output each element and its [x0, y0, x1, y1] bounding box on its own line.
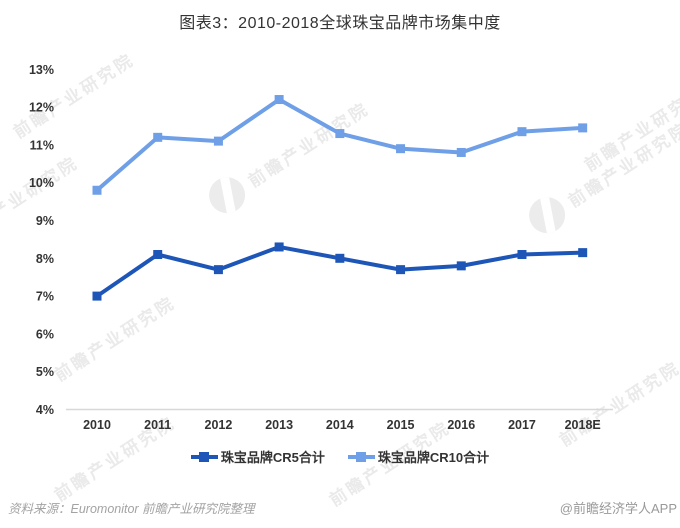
y-tick-label: 11% — [30, 138, 54, 152]
data-point — [213, 136, 223, 146]
y-tick-label: 7% — [36, 290, 54, 304]
x-tick-label: 2018E — [565, 418, 601, 432]
data-point — [213, 265, 223, 275]
credit-text: @前瞻经济学人APP — [559, 501, 677, 516]
data-point — [456, 147, 466, 157]
y-tick-label: 13% — [29, 63, 54, 77]
data-point — [335, 253, 345, 263]
x-tick-label: 2016 — [447, 418, 475, 432]
data-point — [517, 127, 527, 137]
x-tick-label: 2012 — [205, 418, 233, 432]
chart-title: 图表3：2010-2018全球珠宝品牌市场集中度 — [179, 15, 501, 32]
data-point — [92, 291, 102, 301]
legend-item-cr10: 珠宝品牌CR10合计 — [347, 447, 490, 466]
y-tick-label: 4% — [36, 403, 54, 417]
data-point — [92, 185, 102, 195]
x-tick-label: 2013 — [265, 418, 293, 432]
legend-marker-cr5-icon — [190, 451, 218, 462]
data-point — [153, 250, 163, 260]
data-point — [335, 129, 345, 139]
y-tick-label: 10% — [29, 176, 54, 190]
legend-marker-cr10-icon — [347, 451, 375, 462]
y-tick-label: 6% — [36, 327, 54, 341]
x-tick-label: 2014 — [326, 418, 354, 432]
data-point — [153, 132, 163, 142]
data-point — [274, 95, 284, 105]
data-point — [396, 144, 406, 154]
data-point — [578, 248, 588, 258]
series-line-1 — [95, 97, 583, 192]
y-tick-label: 9% — [36, 214, 54, 228]
data-point — [274, 242, 284, 252]
y-tick-label: 5% — [36, 365, 54, 379]
data-point — [578, 123, 588, 133]
y-tick-label: 8% — [36, 252, 54, 266]
x-tick-label: 2015 — [387, 418, 415, 432]
y-tick-label: 12% — [29, 101, 54, 115]
chart-legend: 珠宝品牌CR5合计 珠宝品牌CR10合计 — [0, 447, 680, 466]
x-tick-label: 2011 — [144, 418, 171, 432]
data-point — [456, 261, 466, 271]
line-chart-svg: 4% 5% 6% 7% 8% 9% 10% 11% 12% 13% 2010 2011 2012 2013… — [29, 63, 613, 432]
x-tick-label: 2010 — [83, 418, 111, 432]
legend-item-cr5: 珠宝品牌CR5合计 — [190, 447, 325, 466]
data-point — [517, 250, 527, 260]
x-tick-label: 2017 — [508, 418, 536, 432]
legend-label-cr10: 珠宝品牌CR10合计 — [377, 450, 490, 465]
data-point — [396, 265, 406, 275]
legend-label-cr5: 珠宝品牌CR5合计 — [220, 450, 325, 465]
data-source-text: 资料来源：Euromonitor 前瞻产业研究院整理 — [8, 502, 255, 516]
chart-footer: 资料来源：Euromonitor 前瞻产业研究院整理 @前瞻经济学人APP — [0, 496, 680, 516]
